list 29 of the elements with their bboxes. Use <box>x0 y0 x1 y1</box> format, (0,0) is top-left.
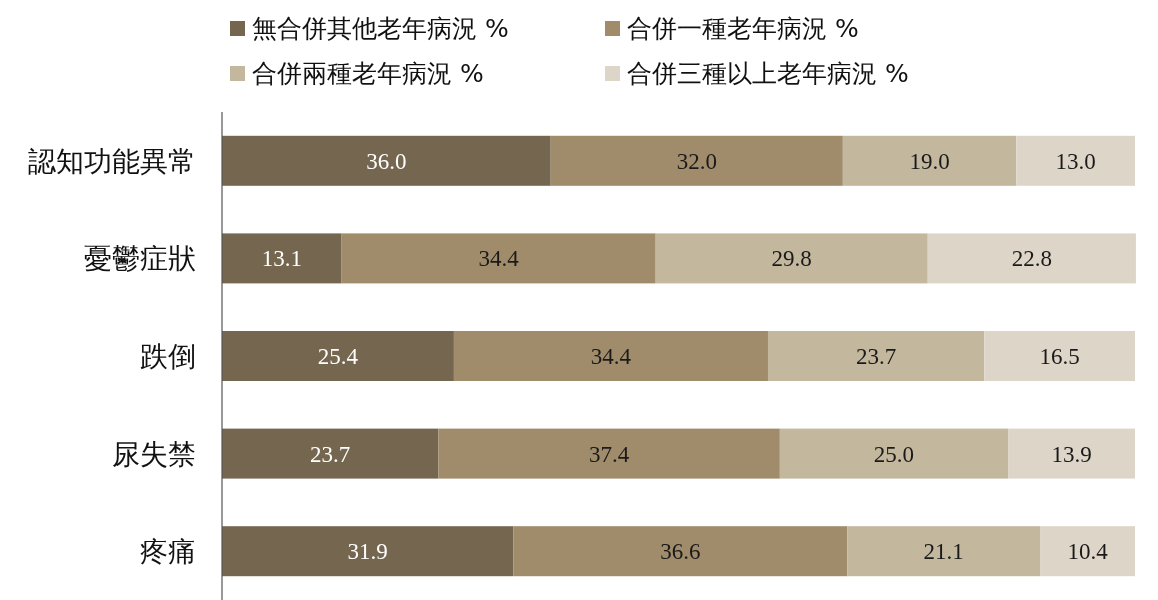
data-label: 16.5 <box>1039 344 1080 369</box>
data-label: 37.4 <box>588 441 630 467</box>
y-tick-label: 尿失禁 <box>112 437 196 471</box>
data-label: 21.1 <box>923 539 964 565</box>
data-label: 19.0 <box>909 148 950 174</box>
data-label: 34.4 <box>478 246 520 272</box>
y-tick-label: 跌倒 <box>140 340 196 373</box>
y-tick-label: 憂鬱症狀 <box>84 242 196 276</box>
legend-label: 合併一種老年病況 % <box>627 14 859 43</box>
legend-label: 合併三種以上老年病況 % <box>627 59 909 88</box>
data-label: 23.7 <box>310 441 351 467</box>
data-label: 32.0 <box>676 148 717 174</box>
data-label: 25.4 <box>317 344 359 369</box>
data-label: 34.4 <box>590 344 632 369</box>
data-label: 25.0 <box>873 441 915 467</box>
data-label: 36.6 <box>660 539 701 565</box>
data-label: 31.9 <box>347 539 388 565</box>
data-label: 36.0 <box>366 148 407 174</box>
legend-label: 無合併其他老年病況 % <box>252 14 509 43</box>
data-label: 29.8 <box>771 246 812 272</box>
y-tick-label: 疼痛 <box>140 535 196 569</box>
data-label: 10.4 <box>1067 539 1109 565</box>
data-label: 13.0 <box>1055 148 1096 174</box>
data-label: 23.7 <box>856 344 897 369</box>
data-label: 13.1 <box>261 246 302 272</box>
y-tick-label: 認知功能異常 <box>28 144 196 178</box>
data-label: 13.9 <box>1051 441 1092 467</box>
legend-label: 合併兩種老年病況 % <box>252 59 484 88</box>
data-label: 22.8 <box>1011 246 1052 272</box>
